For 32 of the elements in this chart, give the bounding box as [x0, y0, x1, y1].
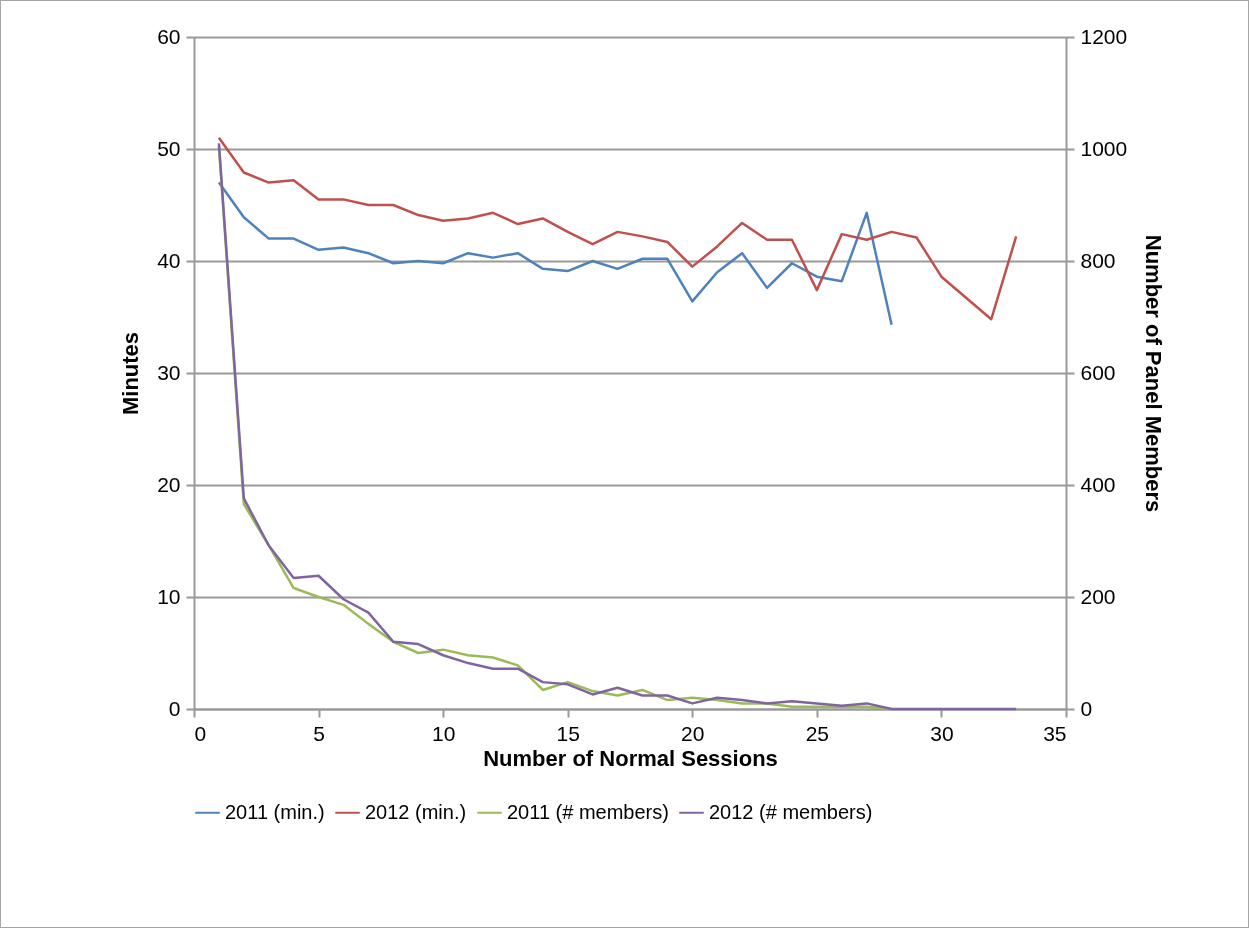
- line-series: [217, 142, 1018, 711]
- y-axis-title: Minutes: [118, 331, 144, 416]
- line-series: [217, 136, 1018, 321]
- y-tick-label: 50: [157, 136, 181, 160]
- y-tick-label: 20: [157, 472, 181, 496]
- legend-label: 2012 (min.): [365, 800, 467, 823]
- x-tick-label: 25: [805, 721, 830, 745]
- y-tick-label: 0: [168, 696, 181, 720]
- y2-tick-label: 1200: [1080, 24, 1128, 48]
- legend-label: 2011 (min.): [225, 800, 325, 823]
- line-series: [217, 181, 893, 327]
- x-tick-label: 15: [556, 721, 580, 745]
- legend-label: 2011 (# members): [507, 800, 669, 823]
- x-tick-label: 35: [1043, 721, 1067, 745]
- y-tick-label: 10: [157, 584, 181, 608]
- y2-axis-title: Number of Panel Members: [1141, 234, 1167, 513]
- x-axis-title: Number of Normal Sessions: [483, 745, 778, 771]
- y2-tick-label: 200: [1080, 584, 1116, 608]
- y2-tick-label: 400: [1080, 472, 1116, 496]
- y-tick-label: 60: [157, 24, 181, 48]
- x-tick-label: 0: [194, 721, 207, 745]
- x-tick-label: 5: [313, 721, 325, 745]
- x-tick-label: 10: [431, 721, 456, 745]
- x-tick-label: 20: [681, 721, 705, 745]
- y-tick-label: 30: [157, 360, 181, 384]
- y2-tick-label: 600: [1080, 360, 1116, 384]
- y2-tick-label: 800: [1080, 248, 1116, 272]
- x-tick-label: 30: [930, 721, 954, 745]
- y2-tick-label: 0: [1080, 696, 1093, 720]
- legend-label: 2012 (# members): [709, 800, 873, 823]
- y2-tick-label: 1000: [1080, 136, 1128, 160]
- y-tick-label: 40: [157, 248, 181, 272]
